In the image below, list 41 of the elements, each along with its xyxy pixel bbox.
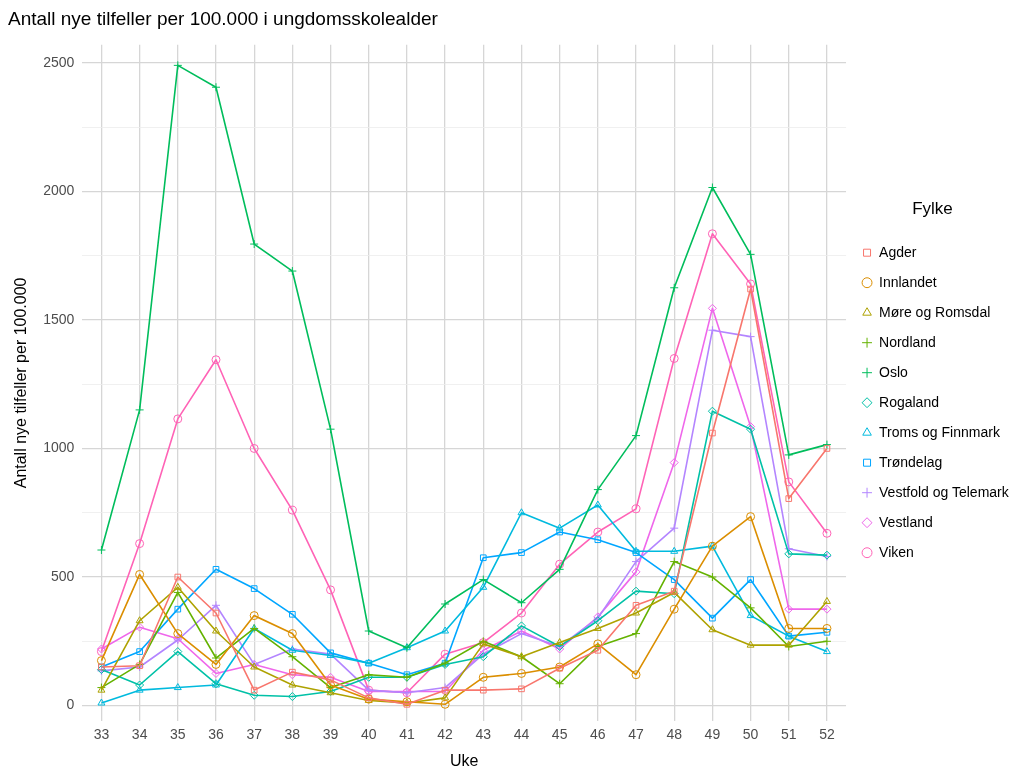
x-tick-label: 40	[360, 726, 377, 743]
legend-label: Agder	[879, 243, 917, 260]
legend-label: Nordland	[879, 333, 936, 350]
x-tick-label: 49	[704, 726, 721, 743]
legend-label: Møre og Romsdal	[879, 303, 991, 320]
legend-label: Viken	[879, 543, 914, 560]
x-tick-label: 51	[780, 726, 797, 743]
x-tick-label: 39	[322, 726, 339, 743]
x-axis-title: Uke	[449, 751, 479, 769]
x-tick-label: 36	[208, 726, 224, 743]
legend-label: Oslo	[879, 363, 909, 380]
x-tick-label: 42	[437, 726, 454, 743]
y-tick-label: 0	[66, 696, 75, 713]
chart-title: Antall nye tilfeller per 100.000 i ungdomsskolealder	[8, 7, 439, 29]
x-tick-label: 45	[551, 726, 568, 743]
legend-label: Innlandet	[879, 273, 937, 290]
y-axis-title: Antall nye tilfeller per 100.000	[12, 277, 30, 489]
legend-label: Troms og Finnmark	[879, 423, 1001, 440]
x-tick-label: 37	[246, 726, 263, 743]
x-tick-label: 38	[284, 726, 301, 743]
y-tick-label: 500	[50, 567, 75, 584]
x-tick-label: 43	[475, 726, 492, 743]
y-tick-label: 1500	[43, 310, 75, 327]
legend-label: Trøndelag	[879, 453, 943, 470]
legend-title: Fylke	[912, 199, 953, 219]
x-tick-label: 52	[819, 726, 835, 743]
x-tick-label: 50	[742, 726, 759, 743]
y-tick-label: 2500	[43, 53, 75, 70]
x-tick-label: 33	[93, 726, 110, 743]
x-tick-label: 47	[628, 726, 645, 743]
legend-label: Vestland	[879, 513, 933, 530]
y-tick-label: 2000	[43, 182, 75, 199]
legend-label: Vestfold og Telemark	[879, 483, 1010, 500]
x-tick-label: 46	[590, 726, 606, 743]
x-tick-label: 44	[513, 726, 530, 743]
x-tick-label: 41	[399, 726, 415, 743]
x-tick-label: 48	[666, 726, 683, 743]
x-tick-label: 35	[170, 726, 186, 743]
legend-label: Rogaland	[879, 393, 939, 410]
y-tick-label: 1000	[43, 439, 75, 456]
x-tick-label: 34	[131, 726, 148, 743]
